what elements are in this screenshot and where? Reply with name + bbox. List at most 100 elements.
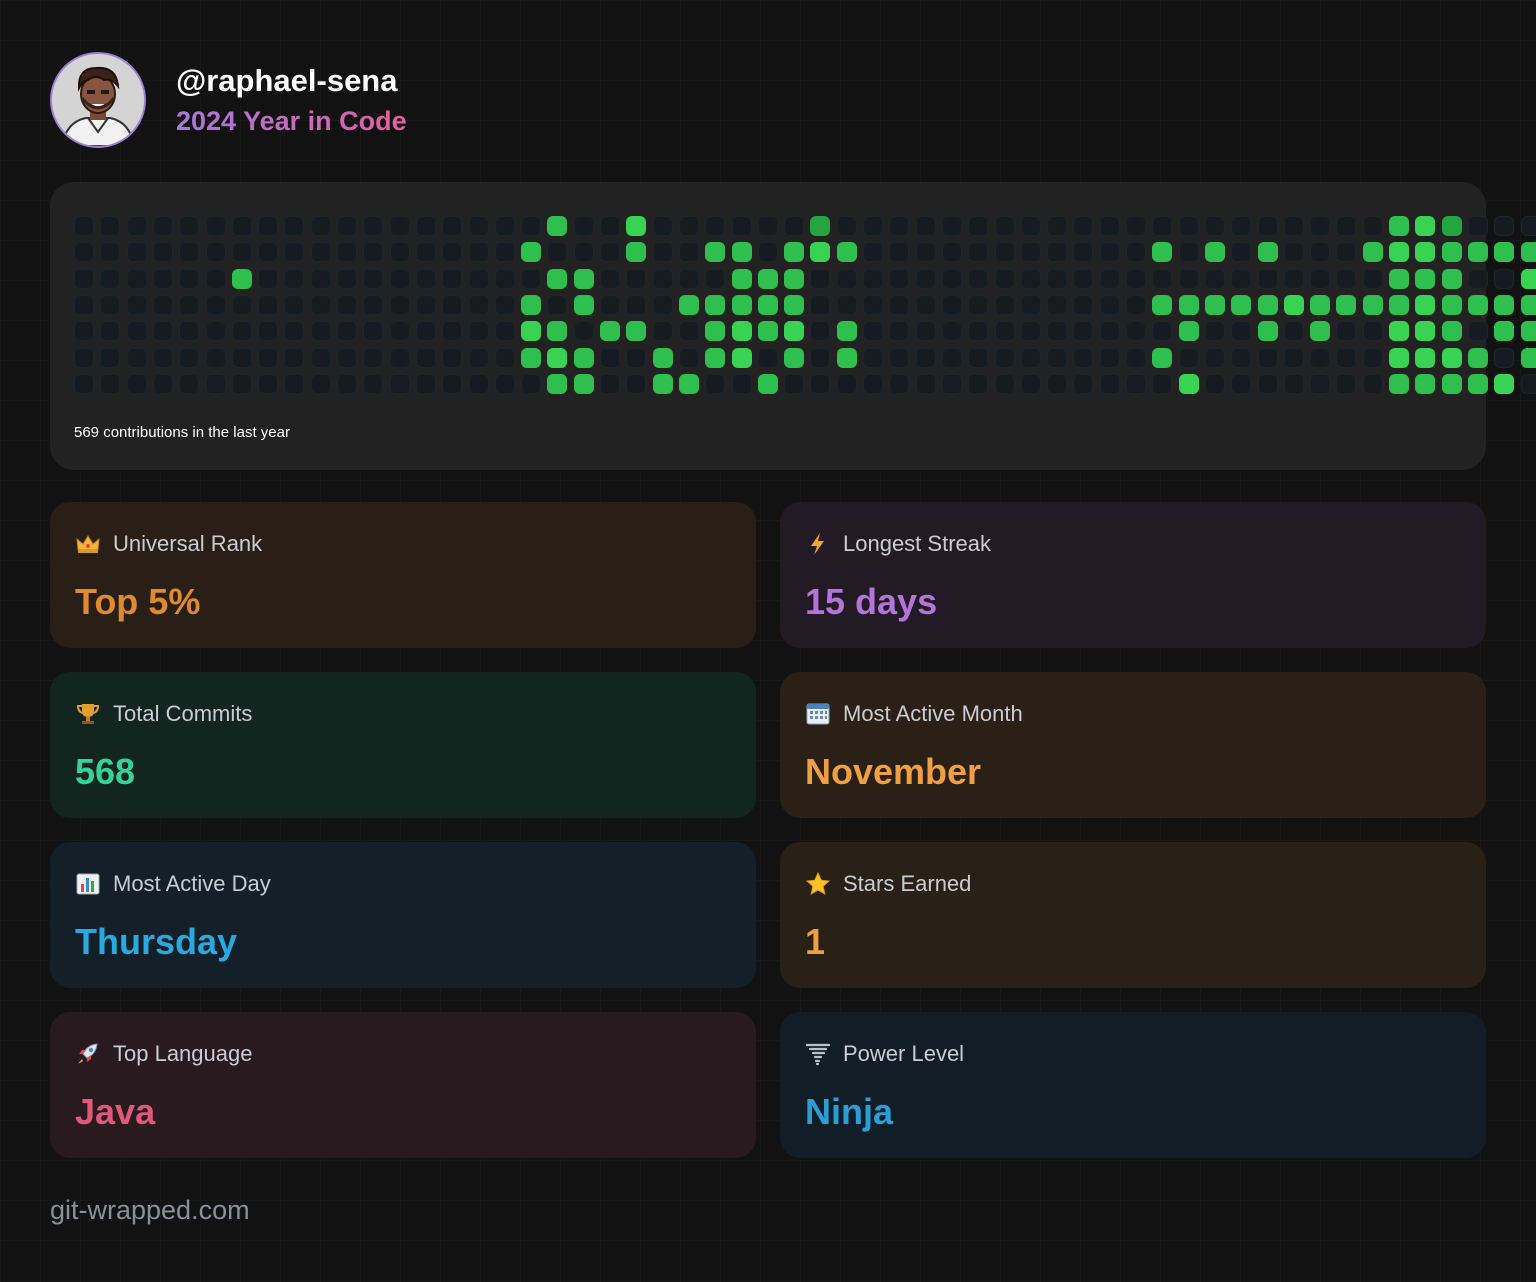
contribution-cell (1494, 348, 1514, 368)
contribution-cell (284, 348, 304, 368)
contribution-cell (1126, 242, 1146, 262)
contribution-cell (1494, 242, 1514, 262)
contribution-cell (1336, 242, 1356, 262)
contribution-cell (758, 374, 778, 394)
contribution-cell (179, 269, 199, 289)
contribution-cell (1310, 321, 1330, 341)
contribution-cell (1152, 295, 1172, 315)
contribution-cell (127, 321, 147, 341)
contribution-cell (1442, 348, 1462, 368)
contribution-cell (495, 374, 515, 394)
stat-value: 568 (75, 751, 136, 792)
contribution-cell (179, 374, 199, 394)
contribution-cell (1258, 374, 1278, 394)
contribution-cell (495, 269, 515, 289)
contribution-cell (732, 374, 752, 394)
contribution-cell (679, 374, 699, 394)
contribution-cell (916, 321, 936, 341)
contribution-cell (995, 374, 1015, 394)
contribution-cell (337, 321, 357, 341)
contribution-cell (1231, 242, 1251, 262)
contribution-cell (495, 348, 515, 368)
contribution-cell (600, 242, 620, 262)
contribution-cell (705, 216, 725, 236)
contribution-cell (732, 269, 752, 289)
username: @raphael-sena (176, 63, 398, 98)
contribution-cell (1494, 321, 1514, 341)
contribution-cell (206, 321, 226, 341)
contribution-cell (1100, 374, 1120, 394)
contribution-cell (1494, 374, 1514, 394)
contribution-cell (311, 295, 331, 315)
contribution-cell (1389, 242, 1409, 262)
contribution-cell (469, 348, 489, 368)
contribution-cell (574, 295, 594, 315)
contribution-cell (127, 216, 147, 236)
contribution-cell (1258, 348, 1278, 368)
contribution-cell (574, 321, 594, 341)
contribution-cell (284, 295, 304, 315)
contribution-cell (495, 242, 515, 262)
contribution-cell (1468, 374, 1488, 394)
contribution-cell (968, 216, 988, 236)
contribution-cell (1021, 295, 1041, 315)
contribution-cell (1389, 269, 1409, 289)
contribution-cell (1468, 321, 1488, 341)
contribution-cell (1442, 295, 1462, 315)
contribution-cell (1152, 321, 1172, 341)
contribution-cell (469, 269, 489, 289)
contribution-cell (100, 216, 120, 236)
contribution-cell (547, 216, 567, 236)
stat-value: Top 5% (75, 581, 201, 622)
contribution-cell (863, 348, 883, 368)
contribution-cell (1363, 348, 1383, 368)
contribution-cell (1231, 374, 1251, 394)
stat-label: Stars Earned (843, 871, 972, 896)
avatar[interactable] (50, 52, 146, 148)
contribution-cell (916, 216, 936, 236)
contribution-cell (837, 295, 857, 315)
contribution-cell (1336, 216, 1356, 236)
contribution-cell (1310, 295, 1330, 315)
contribution-cell (363, 269, 383, 289)
contribution-cell (1442, 216, 1462, 236)
page-subtitle: 2024 Year in Code (176, 106, 407, 136)
profile-header: @raphael-sena 2024 Year in Code (50, 50, 407, 150)
contribution-cell (547, 295, 567, 315)
contribution-cell (574, 348, 594, 368)
contribution-cell (784, 321, 804, 341)
contribution-cell (100, 321, 120, 341)
contribution-cell (889, 374, 909, 394)
contribution-cell (653, 374, 673, 394)
contribution-cell (311, 216, 331, 236)
contribution-cell (995, 321, 1015, 341)
contribution-cell (547, 348, 567, 368)
contribution-cell (390, 374, 410, 394)
contribution-cell (732, 242, 752, 262)
contribution-cell (784, 348, 804, 368)
contribution-cell (1521, 269, 1536, 289)
contribution-cell (521, 242, 541, 262)
contribution-cell (679, 348, 699, 368)
contribution-cell (995, 348, 1015, 368)
contribution-cell (100, 242, 120, 262)
contribution-cell (1073, 216, 1093, 236)
contribution-cell (363, 321, 383, 341)
contribution-cell (1389, 321, 1409, 341)
contribution-cell (127, 295, 147, 315)
contribution-cell (442, 216, 462, 236)
contribution-cell (74, 216, 94, 236)
contribution-cell (784, 216, 804, 236)
contribution-cell (547, 242, 567, 262)
contribution-cell (653, 348, 673, 368)
contribution-cell (863, 321, 883, 341)
contribution-cell (179, 295, 199, 315)
footer-site-link[interactable]: git-wrapped.com (50, 1195, 250, 1225)
contribution-cell (442, 295, 462, 315)
contribution-cell (1389, 348, 1409, 368)
contribution-cell (232, 348, 252, 368)
stat-card-top-language: Top Language Java (50, 1012, 756, 1158)
contribution-cell (1415, 321, 1435, 341)
contribution-cell (1363, 374, 1383, 394)
contribution-cell (311, 321, 331, 341)
